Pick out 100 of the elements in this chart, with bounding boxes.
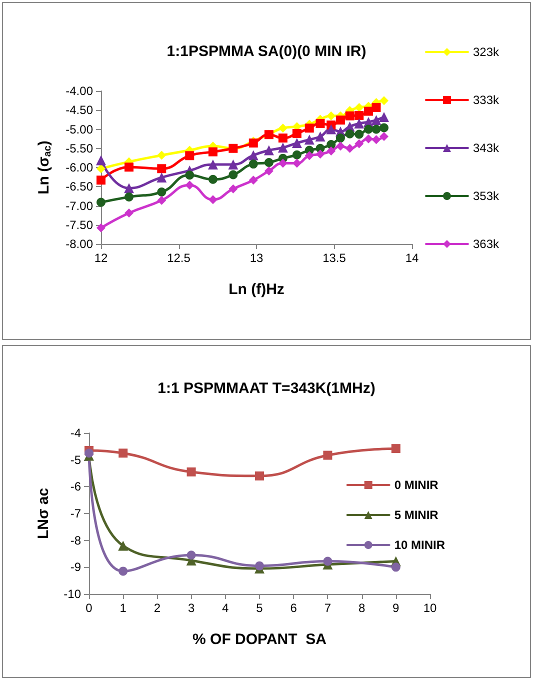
point (228, 159, 238, 170)
point (391, 562, 400, 572)
legend-label: 0 MINIR (394, 478, 439, 492)
point (354, 130, 364, 139)
point (379, 112, 390, 122)
point (118, 540, 128, 551)
x-tick-label: 1 (120, 601, 127, 615)
point (380, 132, 389, 142)
x-tick-label: 6 (290, 601, 298, 615)
point (316, 150, 325, 159)
point (118, 566, 128, 576)
point (304, 134, 314, 145)
legend-label: 353k (472, 189, 500, 203)
point (208, 147, 218, 156)
point (278, 134, 288, 143)
point (354, 102, 364, 112)
point (316, 119, 325, 128)
y-axis-title: Ln (σac) (36, 140, 54, 194)
legend-label: 10 MINIR (394, 538, 446, 552)
point (354, 110, 364, 120)
point (84, 448, 94, 458)
y-tick-label: -4.50 (66, 103, 94, 118)
x-tick-label: 13.5 (322, 251, 346, 265)
x-tick-label: 12.5 (167, 251, 191, 265)
point (336, 142, 345, 151)
point (96, 155, 106, 166)
point (124, 162, 134, 172)
x-tick-label: 5 (256, 601, 264, 615)
point (208, 195, 218, 204)
point (372, 135, 381, 144)
y-tick-label: -6 (70, 480, 82, 494)
point (96, 164, 106, 174)
point (208, 174, 218, 184)
x-axis-title: Ln (f)Hz (228, 281, 284, 298)
point (345, 111, 354, 120)
point (354, 118, 364, 129)
point (364, 106, 373, 116)
legend-label: 323k (472, 45, 500, 59)
point (326, 140, 336, 150)
y-tick-label: -8 (70, 533, 82, 548)
point (157, 150, 166, 160)
point (185, 170, 194, 180)
point (185, 180, 194, 190)
point (124, 183, 134, 194)
point (228, 184, 238, 194)
legend-label: 343k (472, 141, 500, 155)
point (315, 132, 326, 142)
legend-label: 363k (472, 237, 500, 251)
point (380, 123, 389, 132)
point (96, 198, 106, 207)
x-tick-label: 7 (324, 601, 332, 615)
y-tick-label: -5 (70, 452, 82, 467)
point (354, 139, 364, 148)
point (278, 158, 288, 168)
x-tick-label: 14 (405, 251, 419, 265)
point (391, 444, 400, 454)
y-tick-label: -7 (70, 506, 82, 520)
point (124, 192, 134, 202)
legend-label: 5 MINIR (394, 508, 439, 522)
x-tick-label: 10 (423, 601, 437, 615)
y-tick-label: -7.00 (66, 198, 94, 213)
point (118, 448, 128, 458)
point (264, 145, 274, 156)
y-tick-label: -6.50 (66, 180, 94, 194)
y-tick-label: -6.00 (66, 160, 94, 174)
point (96, 176, 106, 185)
y-tick-label: -5.50 (66, 141, 94, 156)
y-tick-label: -8.00 (66, 237, 94, 251)
point (157, 164, 166, 174)
x-tick-label: 3 (188, 601, 195, 615)
point (304, 124, 314, 133)
point (228, 170, 238, 180)
point (278, 142, 288, 153)
point (326, 146, 336, 156)
point (345, 129, 354, 138)
point (292, 138, 302, 148)
point (186, 550, 196, 560)
point (326, 111, 336, 120)
point (248, 150, 258, 160)
point (345, 144, 354, 153)
point (255, 561, 264, 570)
point (292, 150, 302, 160)
point (372, 124, 381, 134)
x-tick-label: 12 (94, 251, 108, 265)
point (96, 223, 106, 232)
point (185, 151, 194, 160)
x-axis-title: % OF DOPANT SA (192, 631, 327, 648)
x-tick-label: 9 (392, 601, 400, 615)
point (371, 115, 382, 126)
x-tick-label: 13 (250, 251, 264, 265)
chart-title: 1:1PSPMMA SA(0)(0 MIN IR) (166, 43, 366, 60)
chart-title: 1:1 PSPMMAAT T=343K(1MHz) (158, 380, 376, 397)
x-tick-label: 4 (222, 601, 230, 615)
y-axis-title: LNσ ac (35, 488, 52, 540)
point (255, 471, 264, 480)
point (336, 116, 345, 125)
point (292, 128, 302, 138)
legend-label: 333k (472, 93, 500, 107)
point (248, 176, 258, 185)
y-tick-label: -5.00 (66, 122, 94, 136)
